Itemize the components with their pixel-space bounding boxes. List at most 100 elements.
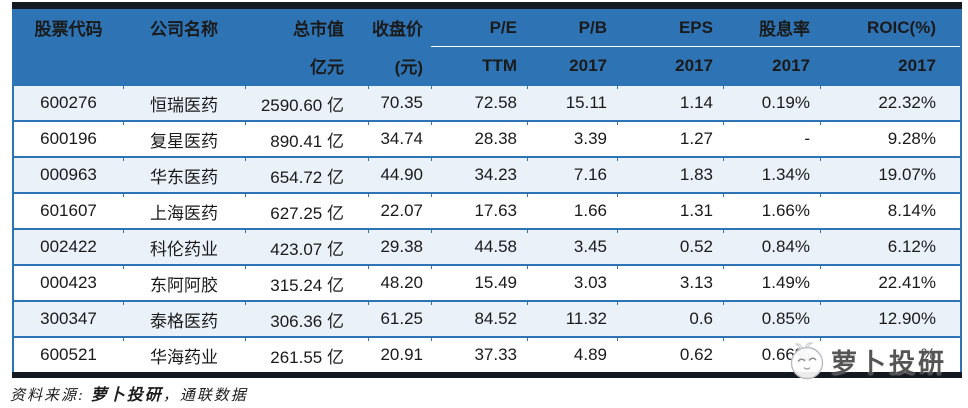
cell-pb: 11.32 bbox=[527, 302, 617, 336]
cell-close: 44.90 bbox=[368, 158, 431, 192]
cell-code: 600276 bbox=[40, 93, 97, 112]
cell-pb: 3.45 bbox=[527, 230, 617, 264]
header-close-unit: (元) bbox=[394, 57, 423, 77]
header-eps-period: 2017 bbox=[617, 46, 723, 84]
cell-dividend: 0.84% bbox=[723, 230, 820, 264]
cell-pe: 34.23 bbox=[431, 158, 527, 192]
source-note-rest: ，通联数据 bbox=[162, 388, 248, 404]
cell-pb: 7.16 bbox=[527, 158, 617, 192]
cell-pe: 28.38 bbox=[431, 122, 527, 156]
cell-roic: 12.90% bbox=[820, 302, 960, 336]
cell-dividend: 0.19% bbox=[723, 86, 820, 120]
cell-close: 48.20 bbox=[368, 266, 431, 300]
table-header-row-1: 股票代码 公司名称 总市值 收盘价 P/E P/B EPS 股息率 ROIC(%… bbox=[12, 9, 962, 46]
header-pe: P/E bbox=[489, 17, 517, 37]
cell-market-cap: 261.55 亿 bbox=[245, 338, 368, 372]
cell-pb: 3.39 bbox=[527, 122, 617, 156]
header-company-unit bbox=[123, 46, 245, 84]
cell-pb: 4.89 bbox=[527, 338, 617, 372]
cell-pe: 15.49 bbox=[431, 266, 527, 300]
header-pb: P/B bbox=[578, 17, 607, 37]
cell-market-cap: 306.36 亿 bbox=[245, 302, 368, 336]
cell-dividend: 1.49% bbox=[723, 266, 820, 300]
cell-roic: 22.41% bbox=[820, 266, 960, 300]
cell-company: 科伦药业 bbox=[123, 230, 245, 264]
table-row: 000423 东阿阿胶 315.24 亿 48.20 15.49 3.03 3.… bbox=[14, 264, 960, 300]
cell-roic: 19.07% bbox=[820, 158, 960, 192]
table-row: 600196 复星医药 890.41 亿 34.74 28.38 3.39 1.… bbox=[14, 120, 960, 156]
cell-dividend: 1.34% bbox=[723, 158, 820, 192]
source-note-brand: 萝卜投研 bbox=[90, 387, 163, 404]
header-dividend: 股息率 bbox=[759, 20, 810, 39]
cell-close: 22.07 bbox=[368, 194, 431, 228]
cell-code: 600521 bbox=[40, 345, 97, 364]
table-header-row-2: 亿元 (元) TTM 2017 2017 2017 2017 bbox=[12, 46, 962, 84]
cell-pe: 17.63 bbox=[431, 194, 527, 228]
cell-eps: 1.27 bbox=[617, 122, 723, 156]
table-row: 002422 科伦药业 423.07 亿 29.38 44.58 3.45 0.… bbox=[14, 228, 960, 264]
cell-dividend: - bbox=[723, 122, 820, 156]
cell-company: 东阿阿胶 bbox=[123, 266, 245, 300]
cell-code: 000963 bbox=[40, 165, 97, 184]
table-top-border bbox=[12, 2, 962, 9]
header-roic-period: 2017 bbox=[820, 46, 960, 84]
cell-eps: 0.52 bbox=[617, 230, 723, 264]
cell-company: 华东医药 bbox=[123, 158, 245, 192]
table-row: 000963 华东医药 654.72 亿 44.90 34.23 7.16 1.… bbox=[14, 156, 960, 192]
cell-pb: 3.03 bbox=[527, 266, 617, 300]
source-note: 资料来源: 萝卜投研，通联数据 bbox=[10, 381, 248, 405]
cell-pe: 37.33 bbox=[431, 338, 527, 372]
cell-close: 20.91 bbox=[368, 338, 431, 372]
cell-pe: 44.58 bbox=[431, 230, 527, 264]
cell-code: 601607 bbox=[40, 201, 97, 220]
header-company: 公司名称 bbox=[150, 20, 218, 39]
cell-roic: 6.12% bbox=[820, 230, 960, 264]
cell-roic: % bbox=[820, 338, 960, 372]
header-market-cap-unit: 亿元 bbox=[310, 57, 344, 77]
cell-eps: 1.31 bbox=[617, 194, 723, 228]
header-close: 收盘价 bbox=[372, 20, 423, 39]
cell-eps: 1.14 bbox=[617, 86, 723, 120]
cell-code: 002422 bbox=[40, 237, 97, 256]
cell-code: 000423 bbox=[40, 273, 97, 292]
header-market-cap: 总市值 bbox=[293, 20, 344, 39]
table-row: 300347 泰格医药 306.36 亿 61.25 84.52 11.32 0… bbox=[14, 300, 960, 336]
cell-eps: 0.62 bbox=[617, 338, 723, 372]
cell-eps: 0.6 bbox=[617, 302, 723, 336]
cell-dividend: 0.66% bbox=[723, 338, 820, 372]
table-body: 600276 恒瑞医药 2590.60 亿 70.35 72.58 15.11 … bbox=[12, 84, 962, 372]
cell-company: 泰格医药 bbox=[123, 302, 245, 336]
header-roic: ROIC(%) bbox=[867, 17, 936, 37]
table-row: 600276 恒瑞医药 2590.60 亿 70.35 72.58 15.11 … bbox=[14, 84, 960, 120]
cell-company: 恒瑞医药 bbox=[123, 86, 245, 120]
cell-roic: 8.14% bbox=[820, 194, 960, 228]
cell-market-cap: 315.24 亿 bbox=[245, 266, 368, 300]
cell-code: 600196 bbox=[40, 129, 97, 148]
cell-roic: 22.32% bbox=[820, 86, 960, 120]
header-code: 股票代码 bbox=[34, 20, 103, 39]
header-eps: EPS bbox=[678, 17, 713, 37]
cell-code: 300347 bbox=[40, 309, 97, 328]
cell-close: 61.25 bbox=[368, 302, 431, 336]
table-row: 600521 华海药业 261.55 亿 20.91 37.33 4.89 0.… bbox=[14, 336, 960, 372]
header-dividend-period: 2017 bbox=[723, 46, 820, 84]
cell-eps: 3.13 bbox=[617, 266, 723, 300]
cell-pb: 1.66 bbox=[527, 194, 617, 228]
source-note-prefix: 资料来源: bbox=[10, 388, 91, 404]
cell-market-cap: 627.25 亿 bbox=[245, 194, 368, 228]
cell-pb: 15.11 bbox=[527, 86, 617, 120]
header-pe-period: TTM bbox=[431, 46, 527, 84]
cell-market-cap: 654.72 亿 bbox=[245, 158, 368, 192]
cell-market-cap: 890.41 亿 bbox=[245, 122, 368, 156]
cell-close: 70.35 bbox=[368, 86, 431, 120]
stock-table: 股票代码 公司名称 总市值 收盘价 P/E P/B EPS 股息率 ROIC(%… bbox=[12, 2, 962, 378]
cell-company: 复星医药 bbox=[123, 122, 245, 156]
cell-close: 29.38 bbox=[368, 230, 431, 264]
cell-company: 上海医药 bbox=[123, 194, 245, 228]
table-row: 601607 上海医药 627.25 亿 22.07 17.63 1.66 1.… bbox=[14, 192, 960, 228]
cell-eps: 1.83 bbox=[617, 158, 723, 192]
cell-company: 华海药业 bbox=[123, 338, 245, 372]
cell-dividend: 1.66% bbox=[723, 194, 820, 228]
cell-market-cap: 423.07 亿 bbox=[245, 230, 368, 264]
